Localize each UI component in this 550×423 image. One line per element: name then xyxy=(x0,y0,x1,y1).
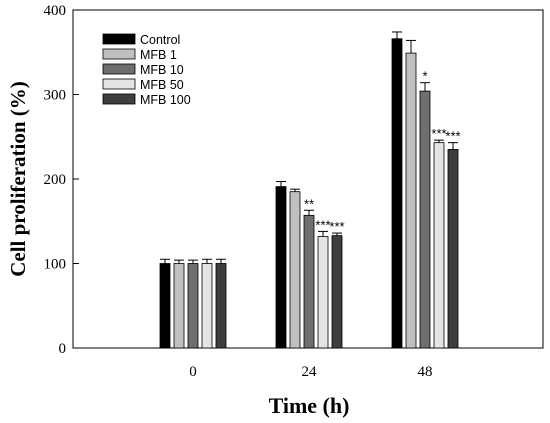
x-tick-label: 24 xyxy=(302,364,318,380)
bar xyxy=(159,263,171,349)
y-tick-label: 200 xyxy=(44,172,67,188)
bar xyxy=(331,235,343,349)
bar xyxy=(289,191,301,349)
bar xyxy=(303,214,315,349)
bar xyxy=(447,149,459,349)
legend-swatch xyxy=(102,63,136,75)
y-axis: 0 100 200 300 400 xyxy=(44,3,79,357)
y-tick-label: 400 xyxy=(44,3,67,19)
bar-series: *************** xyxy=(159,31,461,349)
legend-swatch xyxy=(102,33,136,45)
legend-label: MFB 10 xyxy=(140,63,184,77)
legend-swatch xyxy=(102,48,136,60)
bar xyxy=(215,263,227,349)
bar xyxy=(187,263,199,349)
legend-label: MFB 100 xyxy=(140,93,191,107)
y-tick-label: 0 xyxy=(59,341,67,357)
legend-label: MFB 50 xyxy=(140,78,184,92)
significance-label: *** xyxy=(315,217,330,232)
y-axis-title: Cell proliferation (%) xyxy=(6,81,30,277)
legend-label: MFB 1 xyxy=(140,48,177,62)
significance-label: * xyxy=(422,69,427,84)
significance-label: *** xyxy=(431,126,446,141)
legend-label: Control xyxy=(140,33,180,47)
y-tick-label: 100 xyxy=(44,257,67,273)
significance-label: ** xyxy=(304,196,314,211)
significance-label: *** xyxy=(445,129,460,144)
legend-swatch xyxy=(102,93,136,105)
bar xyxy=(405,52,417,349)
bar xyxy=(173,263,185,349)
y-tick-label: 300 xyxy=(44,88,67,104)
significance-label: *** xyxy=(329,219,344,234)
x-axis-title: Time (h) xyxy=(269,393,350,418)
bar xyxy=(317,236,329,349)
bar xyxy=(201,263,213,349)
x-tick-label: 0 xyxy=(189,364,197,380)
bar xyxy=(275,186,287,349)
bar xyxy=(433,142,445,349)
bar xyxy=(419,90,431,349)
bar xyxy=(391,38,403,349)
x-tick-label: 48 xyxy=(418,364,433,380)
legend-swatch xyxy=(102,78,136,90)
